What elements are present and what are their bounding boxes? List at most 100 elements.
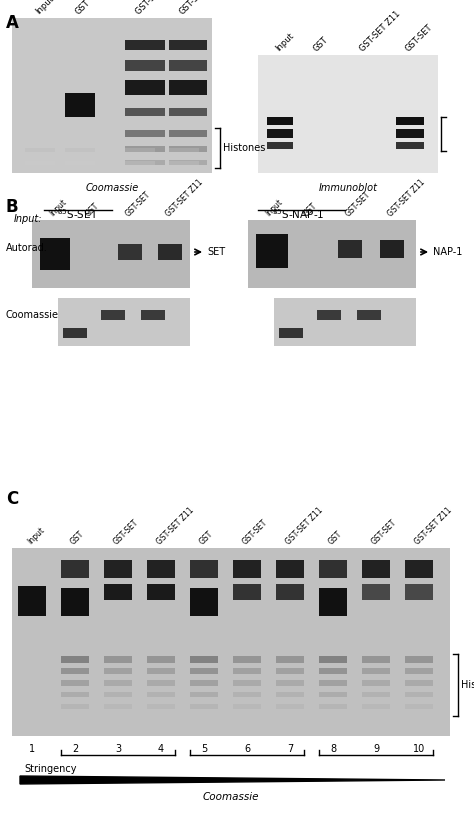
Text: 2: 2 xyxy=(72,744,78,754)
Bar xyxy=(380,240,404,258)
Bar xyxy=(169,161,199,165)
Bar xyxy=(190,588,218,616)
Bar xyxy=(169,130,207,137)
Bar xyxy=(276,704,304,709)
Polygon shape xyxy=(20,776,445,784)
Bar xyxy=(362,704,390,709)
Bar xyxy=(61,704,89,709)
Bar xyxy=(190,692,218,697)
Bar xyxy=(396,129,424,138)
Bar xyxy=(61,668,89,674)
Bar xyxy=(276,680,304,686)
Bar xyxy=(276,560,304,578)
Text: GST-SET Z11: GST-SET Z11 xyxy=(164,178,204,218)
Bar xyxy=(190,704,218,709)
Text: 9: 9 xyxy=(373,744,379,754)
Bar xyxy=(118,244,142,260)
Bar xyxy=(65,93,95,117)
Text: Input: Input xyxy=(26,526,46,546)
Text: $^{35}$S-SET: $^{35}$S-SET xyxy=(57,207,99,221)
Bar xyxy=(169,148,199,152)
Bar xyxy=(65,161,95,165)
Bar xyxy=(319,704,347,709)
Bar xyxy=(104,704,132,709)
Bar xyxy=(104,656,132,663)
Bar xyxy=(147,692,175,697)
Bar xyxy=(233,680,261,686)
Text: SET: SET xyxy=(207,247,225,257)
Bar xyxy=(405,656,433,663)
Text: Coomassie: Coomassie xyxy=(6,310,59,320)
Bar xyxy=(276,656,304,663)
Text: 3: 3 xyxy=(115,744,121,754)
Text: GST-SET: GST-SET xyxy=(241,518,269,546)
Text: Input:: Input: xyxy=(14,214,43,224)
Text: Coomassie: Coomassie xyxy=(85,183,138,193)
Bar xyxy=(104,680,132,686)
Bar xyxy=(362,560,390,578)
Bar xyxy=(362,680,390,686)
Bar xyxy=(169,108,207,116)
Bar xyxy=(317,310,341,320)
Text: Input: Input xyxy=(273,31,295,53)
Text: Input: Input xyxy=(34,0,55,16)
Bar xyxy=(125,160,165,165)
Bar xyxy=(25,161,55,165)
Bar xyxy=(40,238,70,270)
Text: 1: 1 xyxy=(29,744,35,754)
Bar xyxy=(274,298,416,346)
Bar xyxy=(405,668,433,674)
Text: B: B xyxy=(6,198,18,216)
Text: Histones: Histones xyxy=(223,143,265,153)
Text: GST: GST xyxy=(311,34,330,53)
Bar xyxy=(258,55,438,173)
Bar xyxy=(276,668,304,674)
Text: 5: 5 xyxy=(201,744,207,754)
Bar xyxy=(190,560,218,578)
Bar xyxy=(267,129,293,138)
Text: Coomassie: Coomassie xyxy=(203,792,259,802)
Text: GST: GST xyxy=(73,0,92,16)
Bar xyxy=(233,656,261,663)
Text: GST: GST xyxy=(301,201,319,218)
Text: GST: GST xyxy=(198,529,215,546)
Bar xyxy=(104,692,132,697)
Text: Stringency: Stringency xyxy=(24,764,76,774)
Text: $^{35}$S-NAP-1: $^{35}$S-NAP-1 xyxy=(272,207,324,221)
Bar xyxy=(125,146,165,152)
Bar xyxy=(101,310,125,320)
Bar xyxy=(319,588,347,616)
Text: C: C xyxy=(6,490,18,508)
Bar xyxy=(12,548,450,736)
Bar xyxy=(32,220,190,288)
Bar xyxy=(190,656,218,663)
Bar xyxy=(125,130,165,137)
Text: Autorad.: Autorad. xyxy=(6,243,48,253)
Bar xyxy=(61,588,89,616)
Bar xyxy=(61,680,89,686)
Bar xyxy=(169,80,207,95)
Text: GST: GST xyxy=(69,529,86,546)
Text: GST-SET: GST-SET xyxy=(178,0,209,16)
Bar xyxy=(319,560,347,578)
Bar xyxy=(61,692,89,697)
Text: Input: Input xyxy=(47,197,68,218)
Bar xyxy=(61,560,89,578)
Bar xyxy=(147,668,175,674)
Text: GST-SET: GST-SET xyxy=(344,189,372,218)
Bar xyxy=(405,560,433,578)
Bar xyxy=(169,60,207,71)
Text: NAP-1: NAP-1 xyxy=(433,247,462,257)
Bar xyxy=(104,584,132,600)
Text: 4: 4 xyxy=(158,744,164,754)
Bar xyxy=(396,117,424,125)
Bar xyxy=(396,142,424,149)
Text: 6: 6 xyxy=(244,744,250,754)
Bar xyxy=(169,160,207,165)
Bar xyxy=(104,560,132,578)
Text: GST-SET Z11: GST-SET Z11 xyxy=(358,9,402,53)
Bar xyxy=(233,560,261,578)
Bar xyxy=(405,584,433,600)
Bar xyxy=(362,668,390,674)
Bar xyxy=(319,692,347,697)
